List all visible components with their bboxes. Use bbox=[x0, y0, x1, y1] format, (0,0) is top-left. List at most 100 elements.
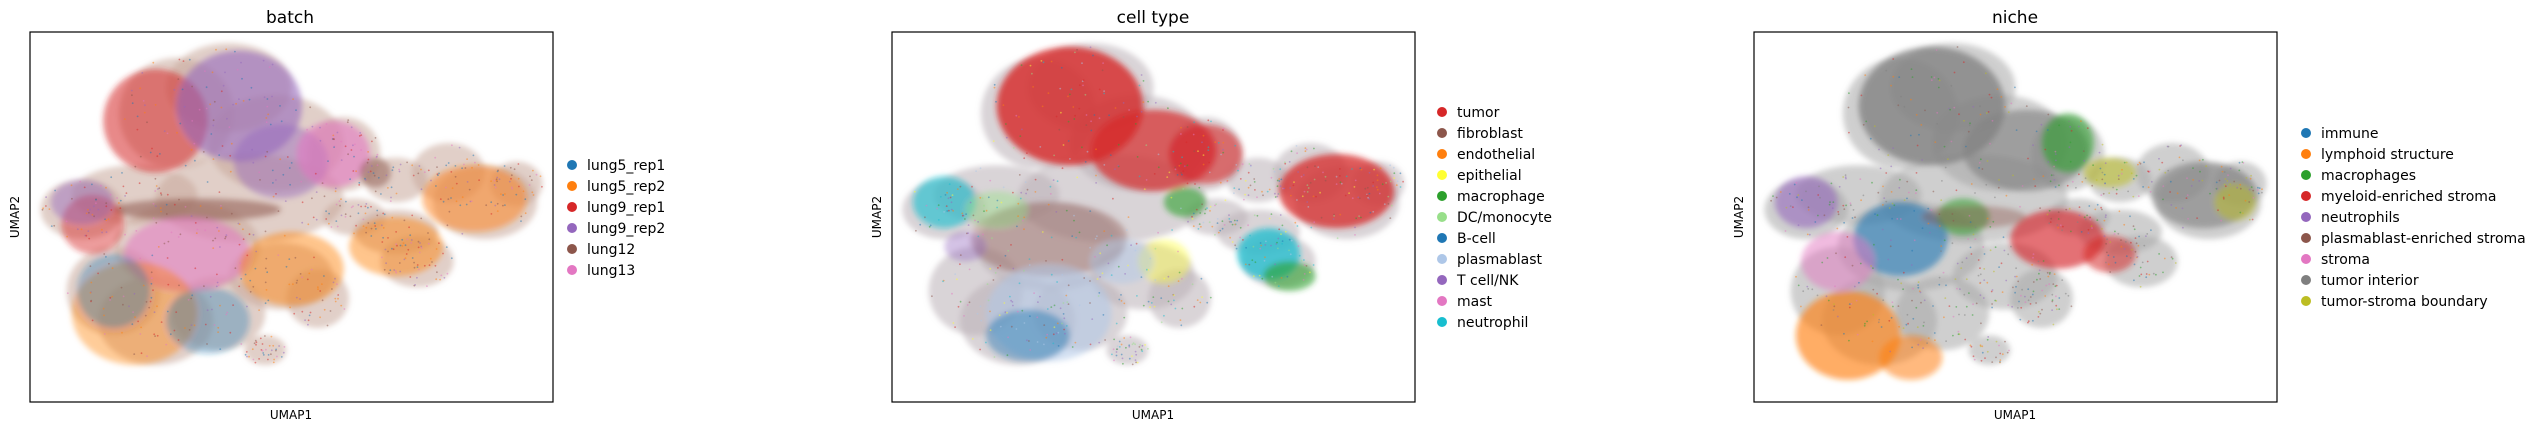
point-lung9-rep2 bbox=[163, 130, 166, 133]
point-epithelial bbox=[971, 338, 974, 340]
point-lymphoid-structure bbox=[2033, 178, 2035, 181]
point-lung12 bbox=[454, 175, 457, 178]
point-mast bbox=[1247, 224, 1249, 227]
point-neutrophil bbox=[1056, 281, 1058, 283]
point-lung5-rep1 bbox=[345, 200, 347, 203]
point-stroma bbox=[1936, 111, 1939, 114]
point-b-cell bbox=[1120, 294, 1122, 296]
point-lung9-rep2 bbox=[89, 208, 91, 211]
point-plasmablast bbox=[1202, 221, 1205, 224]
panel-cell-type: cell type UMAP1 UMAP2 tumorfibroblastend… bbox=[870, 8, 1552, 422]
point-lung9-rep1 bbox=[246, 254, 249, 257]
point-endothelial bbox=[1304, 150, 1307, 153]
point-immune bbox=[1796, 196, 1798, 199]
point-tumor-interior bbox=[1941, 180, 1943, 182]
point-lung12 bbox=[339, 204, 341, 207]
point-tumor-stroma-boundary bbox=[1995, 340, 1998, 343]
point-macrophages bbox=[2138, 275, 2141, 277]
point-neutrophil bbox=[939, 195, 942, 198]
point-fibroblast bbox=[1366, 186, 1369, 189]
point-mast bbox=[1112, 348, 1115, 351]
point-endothelial bbox=[1214, 141, 1217, 144]
point-plasmablast-enriched-stroma bbox=[2057, 211, 2060, 214]
point-endothelial bbox=[1018, 116, 1020, 118]
point-plasmablast bbox=[1086, 150, 1089, 153]
point-lung5-rep2 bbox=[323, 308, 326, 311]
point-t-cell-nk bbox=[1141, 344, 1144, 347]
point-lymphoid-structure bbox=[2220, 165, 2223, 168]
point-neutrophils bbox=[1922, 347, 1924, 349]
point-lung9-rep1 bbox=[229, 331, 232, 334]
point-lung5-rep1 bbox=[151, 254, 154, 257]
point-neutrophils bbox=[2190, 185, 2193, 187]
point-myeloid-enriched-stroma bbox=[1964, 338, 1967, 341]
point-lung5-rep1 bbox=[373, 222, 376, 225]
point-macrophage bbox=[1053, 304, 1056, 307]
point-dc-monocyte bbox=[1336, 237, 1339, 240]
point-macrophages bbox=[2086, 214, 2089, 217]
point-mast bbox=[1090, 120, 1092, 123]
point-lung13 bbox=[124, 233, 126, 236]
legend-marker-tumor-stroma-boundary bbox=[2301, 296, 2311, 306]
point-lymphoid-structure bbox=[2147, 186, 2150, 189]
point-lung5-rep1 bbox=[272, 182, 274, 184]
point-endothelial bbox=[1103, 230, 1106, 233]
point-lung5-rep2 bbox=[362, 225, 365, 228]
point-plasmablast bbox=[1069, 158, 1071, 160]
point-lung13 bbox=[258, 171, 261, 174]
point-fibroblast bbox=[959, 185, 962, 188]
point-macrophages bbox=[2162, 271, 2164, 274]
point-mast bbox=[968, 268, 971, 271]
point-lymphoid-structure bbox=[1920, 124, 1923, 126]
point-neutrophil bbox=[1146, 268, 1148, 271]
point-lung12 bbox=[254, 339, 257, 342]
point-stroma bbox=[2021, 185, 2024, 187]
point-lung5-rep2 bbox=[334, 297, 337, 300]
point-lung12 bbox=[122, 303, 124, 306]
point-immune bbox=[2125, 255, 2128, 258]
point-neutrophil bbox=[1009, 295, 1011, 298]
point-lung5-rep1 bbox=[262, 354, 265, 356]
point-macrophages bbox=[1830, 182, 1833, 185]
point-macrophage bbox=[1167, 107, 1169, 110]
point-b-cell bbox=[995, 100, 997, 103]
point-lung9-rep1 bbox=[517, 163, 520, 165]
point-b-cell bbox=[1128, 357, 1131, 360]
point-t-cell-nk bbox=[1124, 273, 1126, 275]
point-plasmablast bbox=[1317, 166, 1320, 169]
point-neutrophils bbox=[1890, 165, 1893, 168]
point-lung13 bbox=[310, 268, 313, 271]
point-lung5-rep2 bbox=[103, 314, 105, 317]
point-lung12 bbox=[89, 265, 92, 268]
embedding-blob bbox=[1968, 335, 2011, 366]
point-tumor bbox=[1063, 328, 1065, 331]
legend-marker-myeloid-enriched-stroma bbox=[2301, 191, 2311, 201]
point-neutrophil bbox=[1233, 187, 1236, 190]
point-endothelial bbox=[1196, 299, 1199, 301]
point-mast bbox=[1129, 336, 1132, 339]
point-macrophage bbox=[1116, 348, 1118, 351]
point-lung5-rep1 bbox=[391, 169, 394, 172]
point-b-cell bbox=[1368, 192, 1371, 195]
point-lung9-rep1 bbox=[194, 267, 197, 270]
legend-label-fibroblast: fibroblast bbox=[1457, 126, 1523, 142]
point-tumor bbox=[1193, 305, 1196, 308]
point-lung12 bbox=[346, 121, 349, 124]
point-lung9-rep2 bbox=[251, 148, 254, 151]
point-lung5-rep1 bbox=[250, 86, 253, 89]
point-lung12 bbox=[230, 212, 233, 215]
point-t-cell-nk bbox=[1247, 194, 1250, 197]
point-neutrophils bbox=[1910, 264, 1913, 266]
point-lymphoid-structure bbox=[1882, 185, 1884, 188]
point-lung5-rep1 bbox=[121, 172, 123, 174]
point-neutrophil bbox=[1050, 236, 1053, 239]
point-neutrophil bbox=[1115, 322, 1118, 325]
point-myeloid-enriched-stroma bbox=[1970, 345, 1973, 348]
point-mast bbox=[966, 304, 969, 306]
point-lung5-rep1 bbox=[179, 122, 182, 125]
point-lymphoid-structure bbox=[1999, 361, 2001, 364]
point-stroma bbox=[1950, 140, 1953, 143]
point-lung12 bbox=[154, 177, 157, 180]
point-t-cell-nk bbox=[1122, 102, 1125, 104]
point-lung9-rep1 bbox=[160, 192, 162, 195]
